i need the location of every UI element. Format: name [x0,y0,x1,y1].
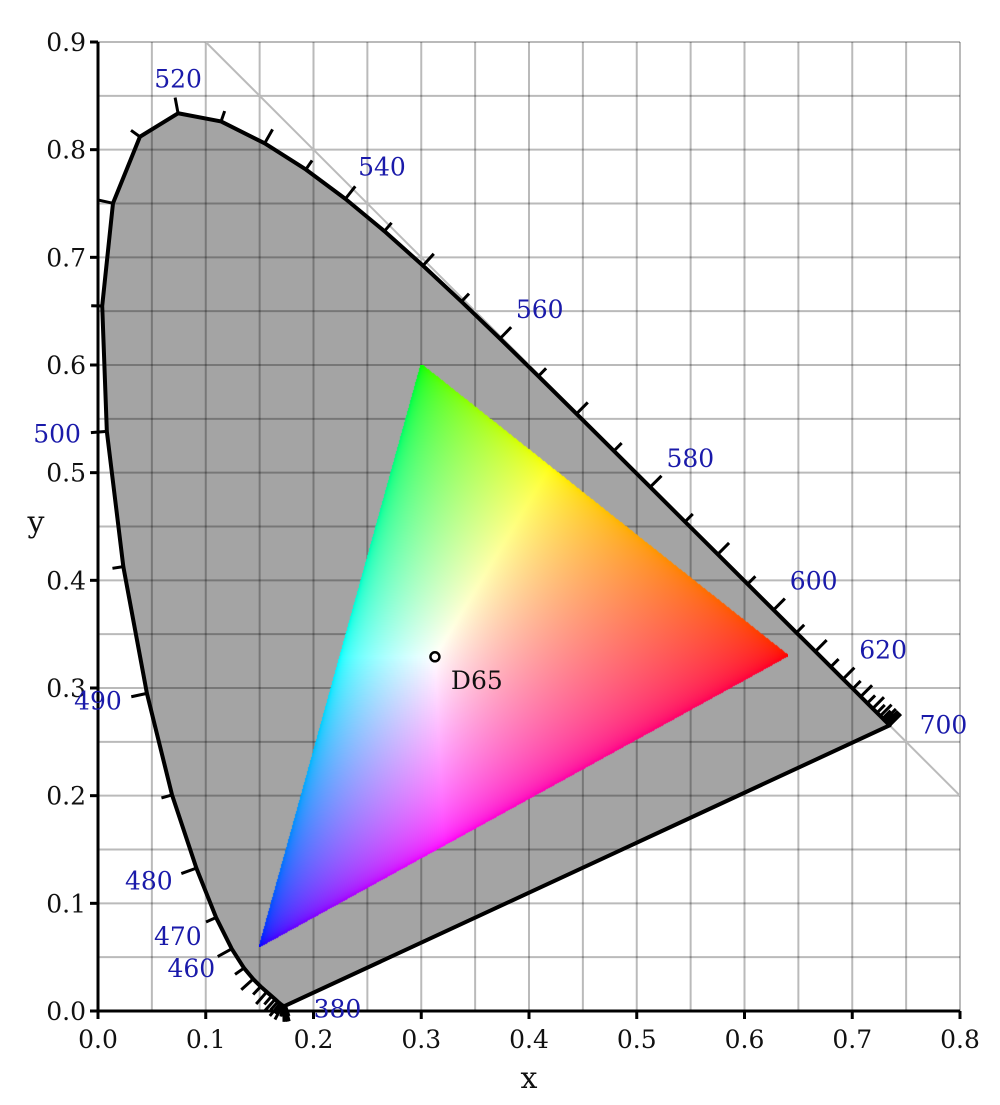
wavelength-tick [498,326,513,340]
x-tick-label: 0.1 [186,1025,226,1054]
wavelength-tick [205,916,217,924]
y-tick-label: 0.1 [46,889,86,918]
white-point-marker [429,651,441,663]
x-tick-label: 0.2 [294,1025,334,1054]
wavelength-tick [875,703,886,714]
wavelength-label-540: 540 [358,152,406,181]
wavelength-tick [851,679,862,690]
wavelength-tick [255,990,268,1005]
wavelength-tick [814,638,828,653]
wavelength-label-500: 500 [33,420,81,449]
wavelength-tick [112,565,124,570]
wavelength-tick [263,998,277,1013]
y-tick-label: 0.2 [46,782,86,811]
wavelength-tick [216,947,233,958]
x-tick-label: 0.6 [725,1025,765,1054]
wavelength-tick [829,657,840,668]
spectral-locus-outline [100,111,892,1008]
y-tick-label: 0.5 [46,459,86,488]
wavelength-label-470: 470 [154,922,202,951]
wavelength-label-600: 600 [790,567,838,596]
wavelength-tick [421,252,435,267]
wavelength-tick [612,442,623,452]
wavelength-label-460: 460 [167,954,215,983]
wavelength-label-480: 480 [125,867,173,896]
white-point-label: D65 [451,666,503,695]
wavelength-label-620: 620 [859,636,907,665]
wavelength-tick [219,110,227,122]
x-tick-label: 0.3 [401,1025,441,1054]
y-tick-label: 0.3 [46,674,86,703]
wavelength-tick [263,128,274,145]
wavelength-tick [97,198,114,205]
wavelength-tick [304,159,314,171]
wavelength-tick [866,694,877,705]
wavelength-tick [871,696,886,710]
wavelength-tick [344,185,357,200]
wavelength-tick [383,221,393,233]
x-axis-title: x [521,1061,538,1096]
y-tick-label: 0.9 [46,28,86,57]
wavelength-tick [273,1004,284,1021]
y-tick-label: 0.8 [46,136,86,165]
y-tick-label: 0.6 [46,351,86,380]
wavelength-label-580: 580 [666,444,714,473]
x-tick-label: 0.7 [832,1025,872,1054]
y-tick-label: 0.0 [46,997,86,1026]
wavelength-tick [859,684,874,698]
wavelength-tick [161,793,173,800]
wavelength-tick [460,292,471,303]
wavelength-tick [173,97,180,114]
wavelength-tick [180,866,197,875]
srgb-gamut-triangle [259,365,788,947]
wavelength-tick [683,512,694,523]
y-tick-label: 0.7 [46,243,86,272]
wavelength-tick [269,1000,279,1011]
wavelength-tick [263,995,273,1006]
wavelength-tick [240,977,255,991]
wavelength-label-560: 560 [516,295,564,324]
wavelength-tick [795,623,806,634]
y-tick-label: 0.4 [46,566,86,595]
wavelength-label-380: 380 [314,995,362,1024]
x-tick-label: 0.8 [940,1025,980,1054]
wavelength-tick [252,985,262,996]
wavelength-tick [842,666,856,681]
wavelength-label-700: 700 [920,710,968,739]
x-tick-label: 0.5 [617,1025,657,1054]
wavelength-tick [649,474,663,489]
wavelength-tick [537,367,548,378]
wavelength-tick [888,712,903,727]
x-tick-label: 0.4 [509,1025,549,1054]
wavelength-tick [746,575,757,586]
wavelength-tick [881,709,892,720]
wavelength-tick [130,129,141,138]
wavelength-tick [575,401,589,415]
wavelength-tick [234,966,245,976]
wavelength-tick [716,541,731,556]
wavelength-label-520: 520 [154,64,202,93]
wavelength-tick [772,597,786,611]
wavelength-tick [130,691,148,699]
x-tick-label: 0.0 [78,1025,118,1054]
wavelength-label-490: 490 [74,687,122,716]
y-axis-title: y [27,505,45,540]
wavelength-tick [883,707,897,722]
wavelength-tick [879,703,893,718]
